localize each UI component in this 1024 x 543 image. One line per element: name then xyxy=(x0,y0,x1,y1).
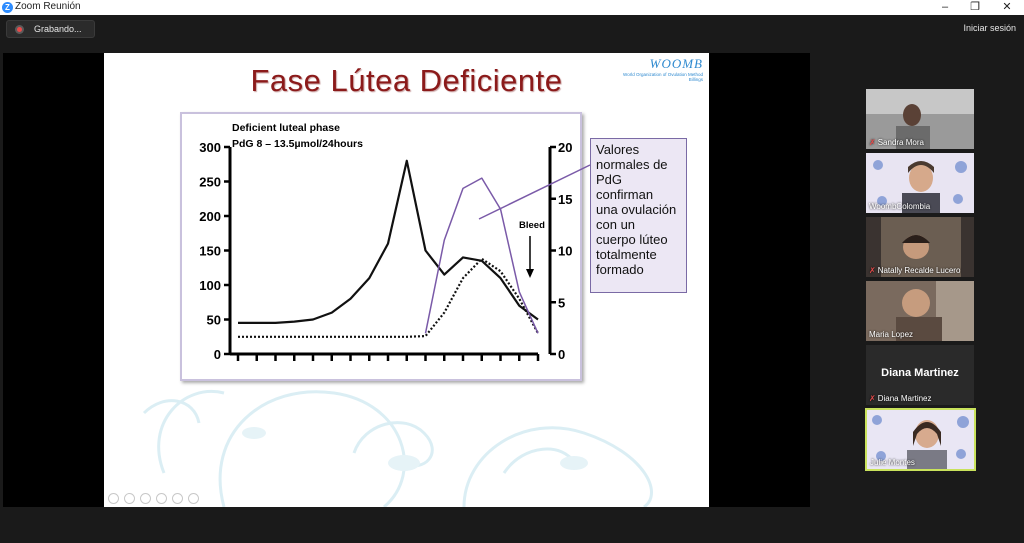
slides-icon[interactable] xyxy=(156,493,167,504)
recording-label: Grabando... xyxy=(34,24,82,34)
bleed-arrow-head xyxy=(526,269,534,278)
participant-name: Natally Recalde Lucero xyxy=(877,266,961,275)
participant-display-name: Diana Martinez xyxy=(881,367,959,379)
participant-video xyxy=(866,281,974,341)
participant-video xyxy=(866,89,974,149)
right-tick-label: 5 xyxy=(558,295,565,310)
left-tick-label: 0 xyxy=(214,347,221,362)
callout-line: PdG xyxy=(596,172,623,187)
participant-tile[interactable]: Diana Martinez ✗ Diana Martinez xyxy=(866,345,974,405)
line-chart: Deficient luteal phase PdG 8 – 13.5µmol/… xyxy=(199,122,572,362)
left-tick-label: 250 xyxy=(199,175,221,190)
chart-container: Deficient luteal phase PdG 8 – 13.5µmol/… xyxy=(180,112,582,381)
callout-line: cuerpo lúteo xyxy=(596,232,668,247)
mic-muted-icon: ✗ xyxy=(869,138,876,147)
woomb-logo: WOOMB World Organization of Ovulation Me… xyxy=(609,56,703,82)
participant-video xyxy=(867,410,974,469)
participant-video xyxy=(866,217,974,277)
participant-name: WoombColombia xyxy=(869,202,931,211)
callout-line: con un xyxy=(596,217,636,232)
next-slide-icon[interactable] xyxy=(124,493,135,504)
series-line-1 xyxy=(238,257,539,338)
close-button[interactable]: ✕ xyxy=(1002,1,1012,13)
participant-tile-active[interactable]: Julie Montes xyxy=(865,408,976,471)
series-line-0 xyxy=(238,159,539,324)
callout-line: normales de xyxy=(596,157,668,172)
right-tick-label: 0 xyxy=(558,347,565,362)
participant-tile[interactable]: Maria Lopez xyxy=(866,281,974,341)
participant-name: Maria Lopez xyxy=(869,330,914,339)
participant-name: Sandra Mora xyxy=(877,138,924,147)
left-tick-label: 200 xyxy=(199,209,221,224)
recording-indicator[interactable]: Grabando... xyxy=(6,20,95,38)
presentation-slide: Fase Lútea Deficiente WOOMB World Organi… xyxy=(104,53,709,507)
chart-subtitle: PdG 8 – 13.5µmol/24hours xyxy=(232,138,363,150)
minimize-button[interactable]: – xyxy=(941,1,949,13)
participant-video xyxy=(866,153,974,213)
right-tick-label: 15 xyxy=(558,192,572,207)
title-bar: Z Zoom Reunión – ❐ ✕ xyxy=(0,0,1024,15)
participant-tile[interactable]: WoombColombia xyxy=(866,153,974,213)
woomb-logo-text: WOOMB xyxy=(649,56,703,71)
signin-button[interactable]: Iniciar sesión xyxy=(963,23,1016,33)
right-tick-label: 20 xyxy=(558,140,572,155)
prev-slide-icon[interactable] xyxy=(108,493,119,504)
mic-muted-icon: ✗ xyxy=(869,394,876,403)
chart-title: Deficient luteal phase xyxy=(232,122,340,134)
mic-muted-icon: ✗ xyxy=(869,266,876,275)
record-icon xyxy=(15,25,24,34)
callout-line: formado xyxy=(596,262,644,277)
left-tick-label: 50 xyxy=(207,313,221,328)
slide-title: Fase Lútea Deficiente xyxy=(250,63,563,98)
participant-tile[interactable]: ✗ Sandra Mora xyxy=(866,89,974,149)
left-tick-label: 150 xyxy=(199,244,221,259)
bleed-annotation: Bleed xyxy=(519,220,545,231)
participant-name: Julie Montes xyxy=(870,458,915,467)
series-line-2 xyxy=(424,177,539,334)
zoom-icon[interactable] xyxy=(172,493,183,504)
participant-tile[interactable]: ✗ Natally Recalde Lucero xyxy=(866,217,974,277)
decorative-swirls xyxy=(142,390,653,507)
pen-icon[interactable] xyxy=(140,493,151,504)
callout-line: confirman xyxy=(596,187,654,202)
more-icon[interactable] xyxy=(188,493,199,504)
left-tick-label: 100 xyxy=(199,278,221,293)
right-tick-label: 10 xyxy=(558,244,572,259)
zoom-logo-icon: Z xyxy=(2,2,13,13)
woomb-logo-subtext: World Organization of Ovulation Method B… xyxy=(623,72,703,82)
callout-box: Valores normales de PdG confirman una ov… xyxy=(590,138,687,293)
callout-line: Valores xyxy=(596,142,640,157)
callout-line: una ovulación xyxy=(596,202,677,217)
left-tick-label: 300 xyxy=(199,140,221,155)
callout-line: totalmente xyxy=(596,247,657,262)
slide-nav-controls xyxy=(108,491,204,504)
maximize-button[interactable]: ❐ xyxy=(970,1,980,13)
participant-name: Diana Martinez xyxy=(877,394,932,403)
window-title: Zoom Reunión xyxy=(15,1,81,12)
bottom-bar xyxy=(0,512,1024,543)
